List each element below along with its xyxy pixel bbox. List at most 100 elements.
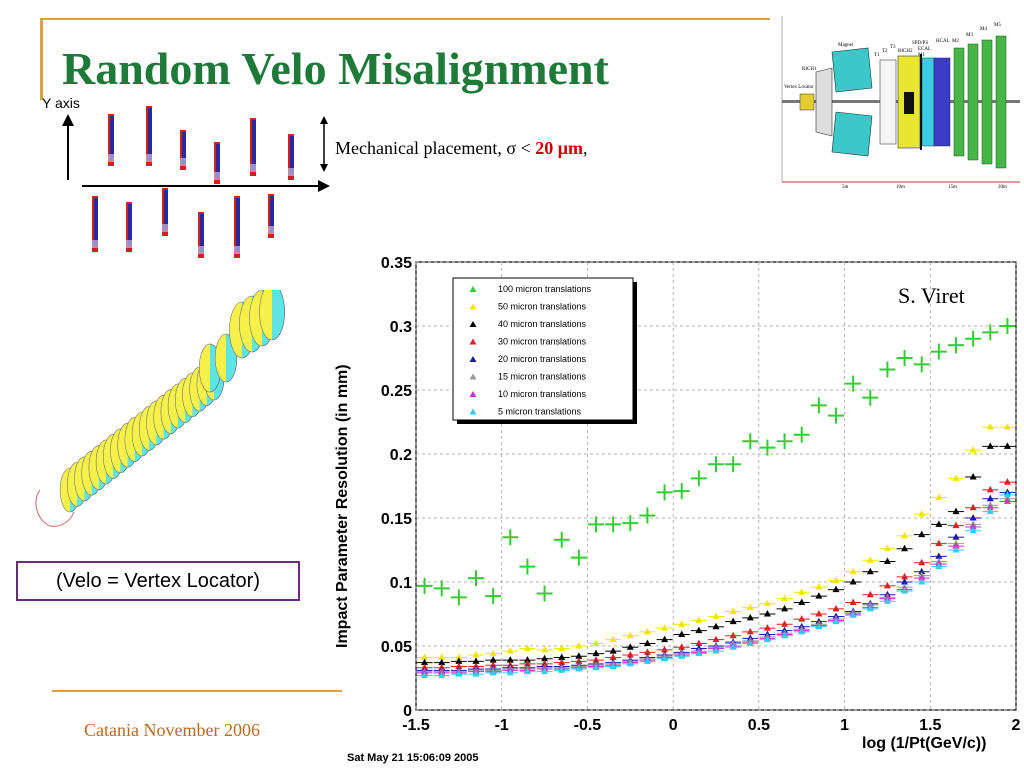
data-point	[639, 639, 656, 646]
detector-label-m2: M2	[952, 39, 959, 44]
data-point	[913, 356, 930, 373]
data-point	[896, 544, 913, 552]
legend-label: 10 micron translations	[498, 389, 587, 399]
legend-entry: 50 micron translations	[469, 302, 587, 312]
data-point	[485, 588, 502, 605]
series-40-micron	[416, 442, 1016, 666]
data-point	[776, 433, 793, 450]
y-tick-label: 0.25	[381, 383, 412, 400]
data-point	[502, 668, 519, 676]
data-point	[536, 585, 553, 602]
data-point	[828, 604, 844, 612]
data-point	[450, 670, 467, 677]
data-point	[588, 649, 604, 657]
data-point	[948, 507, 964, 515]
detector-tick-10m: 10m	[896, 185, 905, 190]
sensor-bar	[180, 130, 186, 170]
sensor-bar	[92, 196, 98, 252]
detector-tick-20m: 20m	[998, 185, 1007, 190]
detector-muon-m2	[953, 47, 965, 157]
data-point	[485, 649, 502, 657]
series-50-micron	[416, 423, 1016, 661]
data-point	[588, 663, 604, 671]
detector-label-t2: T2	[882, 49, 888, 54]
data-point	[656, 484, 673, 501]
data-point	[708, 456, 724, 473]
data-point	[930, 343, 947, 360]
data-point	[553, 531, 570, 548]
legend-label: 40 micron translations	[498, 319, 587, 329]
data-point	[930, 562, 947, 570]
data-point	[673, 620, 690, 627]
placement-arrowhead-down	[320, 164, 328, 172]
velo-tank-outline	[35, 489, 75, 527]
data-point	[930, 539, 947, 547]
data-point	[793, 588, 810, 595]
data-point	[845, 375, 862, 392]
y-axis-label: Y axis	[42, 95, 80, 111]
data-point	[776, 631, 793, 639]
detector-hcal	[933, 57, 951, 147]
y-tick-label: 0.3	[390, 319, 412, 336]
data-point	[519, 667, 536, 675]
detector-label-t3: T3	[890, 45, 896, 50]
data-point	[913, 530, 930, 538]
data-point	[570, 549, 587, 566]
data-point	[742, 603, 759, 611]
x-tick-label: -1.5	[402, 717, 430, 734]
data-point	[639, 507, 656, 524]
legend-label: 30 micron translations	[498, 337, 587, 347]
data-point	[553, 666, 570, 673]
data-point	[828, 576, 844, 584]
data-point	[725, 456, 742, 473]
data-point	[913, 558, 930, 566]
mech-value: 20 μm	[535, 138, 583, 158]
data-point	[708, 622, 724, 630]
data-point	[690, 470, 707, 487]
data-point	[742, 627, 759, 635]
series-5-micron	[416, 490, 1016, 678]
detector-magnet-bottom	[831, 111, 873, 157]
velo-definition-box: (Velo = Vertex Locator)	[16, 561, 300, 601]
data-point	[810, 622, 827, 630]
data-point	[810, 610, 827, 617]
detector-label-rich2: RICH2	[898, 49, 913, 54]
data-point	[759, 624, 776, 631]
data-point	[999, 490, 1016, 498]
data-point	[553, 653, 570, 661]
data-point	[690, 649, 707, 657]
data-point	[810, 592, 827, 599]
data-point	[416, 653, 433, 661]
data-point	[982, 324, 999, 341]
sensor-bar	[198, 212, 204, 258]
data-point	[553, 644, 570, 652]
legend-label: 5 micron translations	[498, 407, 582, 417]
legend-marker	[469, 391, 477, 397]
data-point	[896, 531, 913, 539]
data-point	[605, 662, 622, 669]
data-point	[965, 526, 982, 534]
data-point	[690, 639, 707, 646]
legend-marker	[469, 408, 477, 415]
detector-label-m5: M5	[994, 23, 1001, 28]
data-point	[776, 620, 793, 627]
data-point	[433, 580, 450, 597]
data-point	[862, 556, 879, 563]
legend-label: 20 micron translations	[498, 354, 587, 364]
sensor-bar	[126, 202, 132, 252]
y-tick-label: 0.1	[390, 575, 412, 592]
data-point	[965, 503, 982, 511]
sensor-bar	[214, 142, 220, 184]
data-point	[759, 610, 776, 617]
data-point	[793, 615, 810, 622]
chart-points	[416, 318, 1016, 678]
detector-label-m1: M1	[918, 53, 925, 58]
x-tick-label: 1	[840, 717, 849, 734]
data-point	[999, 318, 1016, 334]
data-point	[999, 478, 1016, 485]
detector-label-spdps: SPD/PS	[912, 41, 928, 46]
series-100-micron	[416, 318, 1016, 606]
series-30-micron	[416, 478, 1016, 671]
sensor-bar	[288, 134, 294, 180]
data-point	[536, 667, 553, 675]
